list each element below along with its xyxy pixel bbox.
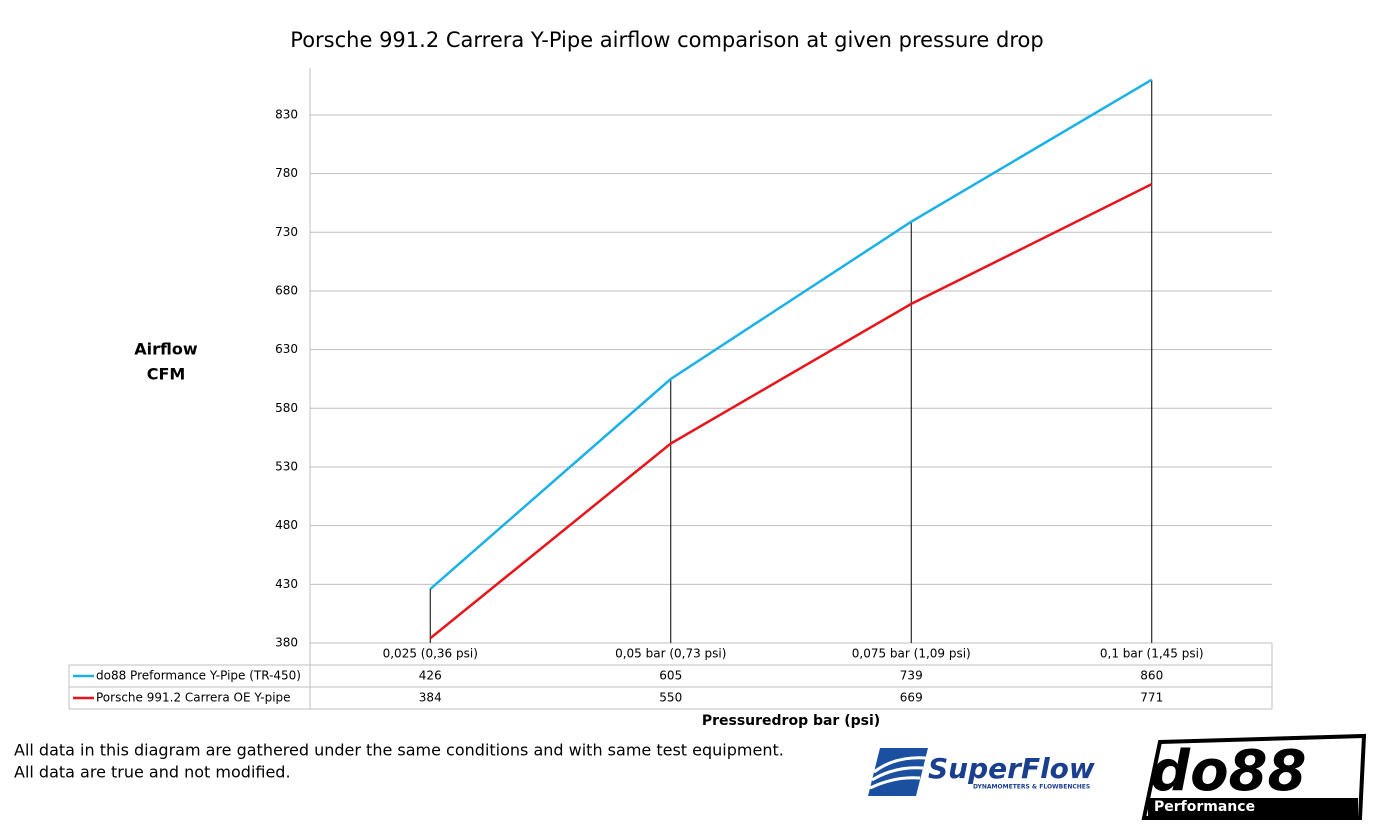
logo-tagline: DYNAMOMETERS & FLOWBENCHES: [973, 784, 1090, 791]
y-axis-title: CFM: [147, 365, 186, 384]
y-tick-label: 380: [275, 636, 298, 650]
legend-label: Porsche 991.2 Carrera OE Y-pipe: [96, 691, 291, 705]
footnote: All data in this diagram are gathered un…: [14, 741, 784, 760]
x-axis-title: Pressuredrop bar (psi): [702, 713, 880, 729]
logo-frame: [1141, 733, 1367, 820]
y-tick-label: 730: [275, 225, 298, 239]
y-tick-label: 630: [275, 342, 298, 356]
logo-bar: [1148, 798, 1358, 816]
y-tick-label: 830: [275, 107, 298, 121]
table-value: 426: [419, 669, 442, 683]
series-line: [429, 183, 1153, 640]
logo-text: SuperFlow: [928, 752, 1095, 785]
superflow-logo: SuperFlow DYNAMOMETERS & FLOWBENCHES: [868, 748, 1095, 796]
table-value: 739: [900, 669, 923, 683]
y-tick-label: 680: [275, 283, 298, 297]
logo-tagline: Performance: [1154, 799, 1255, 815]
y-tick-label: 430: [275, 577, 298, 591]
table-value: 860: [1140, 669, 1163, 683]
table-value: 384: [419, 691, 442, 705]
legend-label: do88 Preformance Y-Pipe (TR-450): [96, 669, 301, 683]
y-tick-label: 780: [275, 166, 298, 180]
table-value: 605: [659, 669, 682, 683]
y-tick-label: 530: [275, 459, 298, 473]
logo-text: do88: [1150, 739, 1307, 804]
x-tick-label: 0,075 bar (1,09 psi): [852, 647, 971, 661]
x-tick-label: 0,05 bar (0,73 psi): [615, 647, 726, 661]
chart-title: Porsche 991.2 Carrera Y-Pipe airflow com…: [290, 28, 1043, 52]
series-line: [429, 78, 1153, 590]
footnote: All data are true and not modified.: [14, 763, 291, 782]
x-tick-label: 0,1 bar (1,45 psi): [1100, 647, 1204, 661]
y-tick-label: 580: [275, 401, 298, 415]
y-tick-label: 480: [275, 518, 298, 532]
logo-shape: [868, 748, 928, 796]
table-value: 550: [659, 691, 682, 705]
y-axis-title: Airflow: [134, 340, 198, 359]
logo-stripes: [869, 756, 927, 790]
x-tick-label: 0,025 (0,36 psi): [383, 647, 478, 661]
do88-logo: do88 Performance: [1141, 733, 1367, 820]
table-value: 771: [1140, 691, 1163, 705]
table-value: 669: [900, 691, 923, 705]
